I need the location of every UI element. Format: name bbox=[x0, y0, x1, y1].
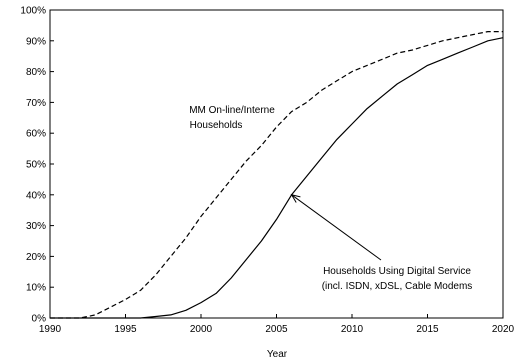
y-tick-label: 70% bbox=[26, 98, 46, 109]
annotation-digital-line2: (incl. ISDN, xDSL, Cable Modems bbox=[322, 281, 473, 292]
y-tick-label: 60% bbox=[26, 129, 46, 140]
y-tick-label: 20% bbox=[26, 252, 46, 263]
x-tick-label: 2010 bbox=[341, 324, 364, 335]
y-tick-label: 0% bbox=[32, 314, 47, 325]
y-tick-label: 90% bbox=[26, 36, 46, 47]
x-tick-label: 2000 bbox=[190, 324, 213, 335]
annotation-arrow-line bbox=[292, 195, 381, 260]
y-tick-label: 40% bbox=[26, 190, 46, 201]
annotation-online-line1: MM On-line/Interne bbox=[189, 105, 275, 116]
x-tick-label: 2020 bbox=[492, 324, 515, 335]
x-tick-label: 2005 bbox=[265, 324, 288, 335]
annotation-digital-line1: Households Using Digital Service bbox=[323, 266, 471, 277]
y-tick-label: 80% bbox=[26, 67, 46, 78]
y-tick-label: 10% bbox=[26, 283, 46, 294]
x-axis-title: Year bbox=[267, 349, 288, 360]
y-tick-label: 30% bbox=[26, 221, 46, 232]
x-tick-label: 1990 bbox=[39, 324, 62, 335]
y-tick-label: 50% bbox=[26, 160, 46, 171]
x-tick-label: 1995 bbox=[114, 324, 137, 335]
y-tick-label: 100% bbox=[20, 6, 46, 17]
x-tick-label: 2015 bbox=[416, 324, 439, 335]
annotation-online-line2: Households bbox=[190, 120, 243, 131]
